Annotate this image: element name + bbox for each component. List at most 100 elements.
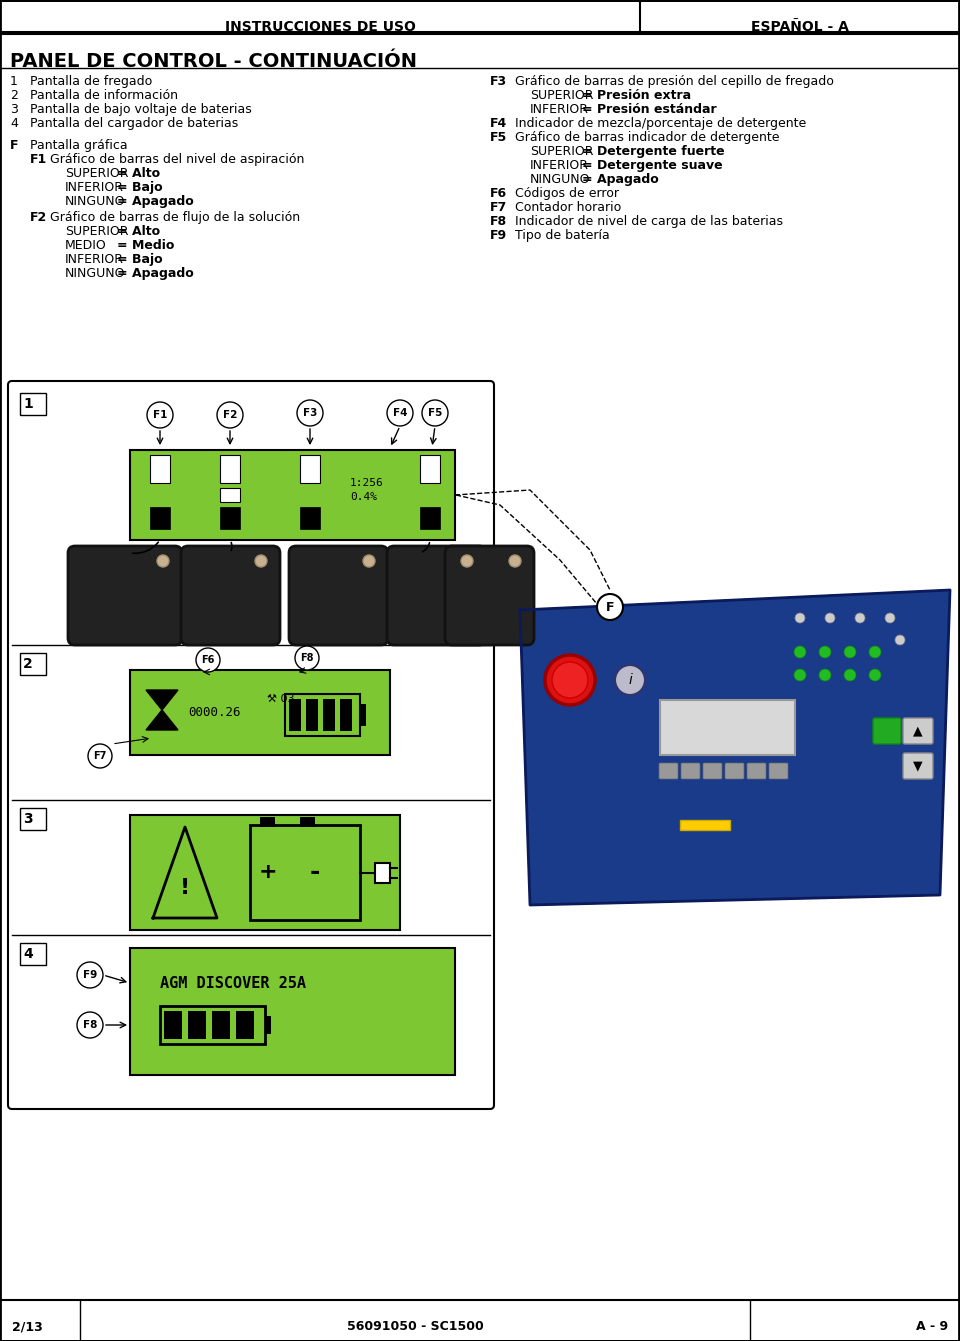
Bar bbox=[212, 1011, 230, 1039]
Text: 1:256: 1:256 bbox=[350, 477, 384, 488]
Text: Pantalla de información: Pantalla de información bbox=[30, 89, 178, 102]
Circle shape bbox=[819, 646, 831, 658]
Circle shape bbox=[819, 669, 831, 681]
Text: F: F bbox=[606, 601, 614, 613]
Text: F4: F4 bbox=[393, 408, 407, 418]
Text: 3: 3 bbox=[23, 813, 33, 826]
FancyBboxPatch shape bbox=[289, 546, 388, 645]
Text: F7: F7 bbox=[93, 751, 107, 760]
Text: Gráfico de barras del nivel de aspiración: Gráfico de barras del nivel de aspiració… bbox=[50, 153, 304, 166]
Text: = Bajo: = Bajo bbox=[117, 253, 162, 266]
Bar bbox=[156, 724, 168, 730]
Bar bbox=[130, 948, 455, 1075]
Text: = Alto: = Alto bbox=[117, 225, 160, 237]
Text: F6: F6 bbox=[490, 186, 507, 200]
Text: F7: F7 bbox=[490, 201, 507, 215]
Bar bbox=[260, 817, 275, 827]
Circle shape bbox=[545, 654, 595, 705]
Bar bbox=[236, 1011, 254, 1039]
Polygon shape bbox=[520, 590, 950, 905]
Bar bbox=[220, 488, 240, 502]
Bar bbox=[285, 695, 360, 736]
Circle shape bbox=[844, 669, 856, 681]
Text: = Detergente suave: = Detergente suave bbox=[582, 160, 723, 172]
Circle shape bbox=[422, 400, 448, 426]
Circle shape bbox=[885, 613, 895, 624]
FancyBboxPatch shape bbox=[769, 763, 788, 779]
Bar bbox=[340, 699, 352, 731]
Text: = Alto: = Alto bbox=[117, 168, 160, 180]
Text: Pantalla de fregado: Pantalla de fregado bbox=[30, 75, 153, 89]
Text: 0000.26: 0000.26 bbox=[188, 705, 241, 719]
Circle shape bbox=[295, 646, 319, 670]
FancyBboxPatch shape bbox=[873, 717, 901, 744]
Text: 1: 1 bbox=[23, 397, 33, 410]
FancyBboxPatch shape bbox=[445, 546, 534, 645]
Text: F9: F9 bbox=[490, 229, 507, 241]
FancyBboxPatch shape bbox=[903, 717, 933, 744]
Text: = Presión estándar: = Presión estándar bbox=[582, 103, 716, 117]
Text: 3: 3 bbox=[10, 103, 18, 117]
Text: Gráfico de barras indicador de detergente: Gráfico de barras indicador de detergent… bbox=[515, 131, 780, 143]
Text: SUPERIOR: SUPERIOR bbox=[65, 225, 129, 237]
Text: = Bajo: = Bajo bbox=[117, 181, 162, 194]
Circle shape bbox=[196, 648, 220, 672]
Text: Tipo de batería: Tipo de batería bbox=[515, 229, 610, 241]
Circle shape bbox=[297, 400, 323, 426]
Text: F4: F4 bbox=[490, 117, 507, 130]
Text: NINGUNO: NINGUNO bbox=[65, 267, 126, 280]
Text: F2: F2 bbox=[223, 410, 237, 420]
Text: INFERIOR: INFERIOR bbox=[530, 160, 589, 172]
Polygon shape bbox=[146, 691, 178, 709]
Text: NINGUNO: NINGUNO bbox=[530, 173, 590, 186]
Text: 4: 4 bbox=[10, 117, 18, 130]
Circle shape bbox=[217, 402, 243, 428]
Text: A - 9: A - 9 bbox=[916, 1320, 948, 1333]
Circle shape bbox=[895, 636, 905, 645]
Text: INFERIOR: INFERIOR bbox=[65, 181, 124, 194]
Bar bbox=[188, 1011, 206, 1039]
Polygon shape bbox=[146, 709, 178, 730]
Text: 4: 4 bbox=[23, 947, 33, 961]
FancyBboxPatch shape bbox=[903, 754, 933, 779]
Bar bbox=[300, 455, 320, 483]
Text: F1: F1 bbox=[153, 410, 167, 420]
Text: Indicador de mezcla/porcentaje de detergente: Indicador de mezcla/porcentaje de deterg… bbox=[515, 117, 806, 130]
Text: F: F bbox=[10, 139, 18, 152]
Bar bbox=[130, 815, 400, 931]
Text: 56091050 - SC1500: 56091050 - SC1500 bbox=[347, 1320, 484, 1333]
Text: AGM DISCOVER 25A: AGM DISCOVER 25A bbox=[160, 975, 306, 991]
Text: F6: F6 bbox=[202, 654, 215, 665]
Bar bbox=[160, 1006, 265, 1045]
Circle shape bbox=[869, 646, 881, 658]
Text: 1: 1 bbox=[10, 75, 18, 89]
Bar bbox=[660, 700, 795, 755]
Text: F3: F3 bbox=[302, 408, 317, 418]
Bar bbox=[164, 1011, 182, 1039]
Text: F2: F2 bbox=[30, 211, 47, 224]
Bar bbox=[680, 819, 730, 830]
Text: F3: F3 bbox=[490, 75, 507, 89]
FancyBboxPatch shape bbox=[181, 546, 280, 645]
Text: = Detergente fuerte: = Detergente fuerte bbox=[582, 145, 725, 158]
Text: F9: F9 bbox=[83, 970, 97, 980]
Text: ESPAÑOL - A: ESPAÑOL - A bbox=[751, 20, 849, 34]
Circle shape bbox=[795, 613, 805, 624]
Bar bbox=[323, 699, 335, 731]
Text: F5: F5 bbox=[490, 131, 507, 143]
Text: = Apagado: = Apagado bbox=[582, 173, 659, 186]
Text: -: - bbox=[310, 861, 321, 885]
Text: NINGUNO: NINGUNO bbox=[65, 194, 126, 208]
FancyBboxPatch shape bbox=[659, 763, 678, 779]
Text: Pantalla de bajo voltaje de baterias: Pantalla de bajo voltaje de baterias bbox=[30, 103, 252, 117]
Circle shape bbox=[387, 400, 413, 426]
Text: 2/13: 2/13 bbox=[12, 1320, 43, 1333]
Circle shape bbox=[615, 665, 645, 695]
FancyBboxPatch shape bbox=[68, 546, 182, 645]
Text: INFERIOR: INFERIOR bbox=[65, 253, 124, 266]
Bar bbox=[20, 653, 46, 675]
Text: = Apagado: = Apagado bbox=[117, 194, 194, 208]
Text: 2: 2 bbox=[10, 89, 18, 102]
Text: ⚒ 03: ⚒ 03 bbox=[267, 695, 295, 704]
Text: F8: F8 bbox=[83, 1021, 97, 1030]
